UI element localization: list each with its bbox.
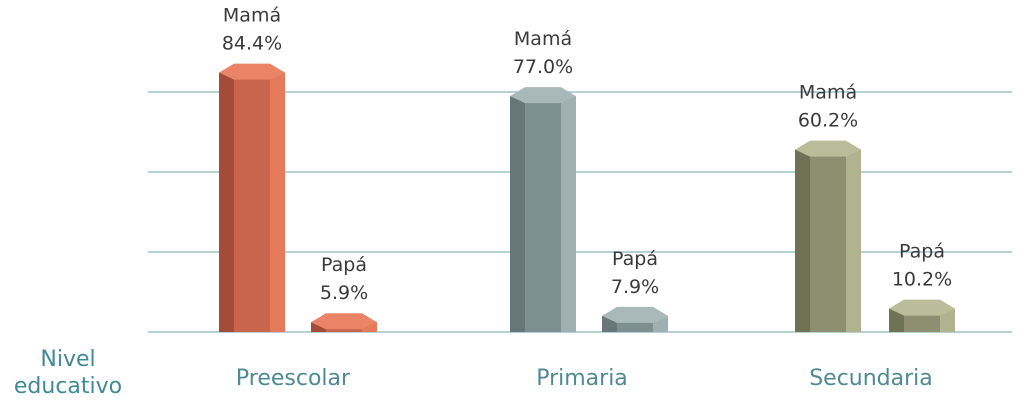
bar-value-label: 5.9% [320,282,368,304]
bar-left-face [219,72,234,332]
bar-secundaria-papa [889,299,955,332]
bar-right-face [561,96,576,332]
bar-preescolar-mama [219,63,285,332]
bar-series-label: Mamá [514,28,572,50]
bar-right-face [270,72,285,332]
bar-secundaria-mama [795,140,861,332]
bar-front-face [525,96,561,332]
bar-series-label: Papá [612,248,658,270]
bar-front-face [810,149,846,332]
bar-left-face [510,96,525,332]
bar-value-label: 10.2% [892,269,952,291]
bar-value-label: 77.0% [513,56,573,78]
bar-primaria-mama [510,87,576,332]
bar-labels-group: Mamá 84.4% Papá 5.9% Mamá 77.0% Papá 7.9% Mamá 60… [222,5,952,305]
bar-series-label: Mamá [799,82,857,104]
bar-left-face [795,149,810,332]
bar-top-cap [602,306,668,323]
bar-top-cap [510,87,576,104]
bar-preescolar-papa [311,313,377,332]
bar-series-label: Papá [321,254,367,276]
bar-series-label: Mamá [223,5,281,27]
bar-top-cap [889,299,955,316]
x-axis-title-line-2: educativo [14,374,122,399]
grid-lines [148,91,1012,333]
bar-value-label: 7.9% [611,276,659,298]
bar-series-label: Papá [899,241,945,263]
bar-top-cap [311,313,377,330]
category-label-secundaria: Secundaria [809,366,933,391]
bars-group [219,63,955,332]
bar-top-cap [795,140,861,157]
bar-primaria-papa [602,306,668,332]
category-label-primaria: Primaria [536,366,628,391]
bar-left-face [311,322,326,332]
bar-top-cap [219,63,285,80]
bar-front-face [234,72,270,332]
bar-value-label: 60.2% [798,110,858,132]
bar-right-face [940,308,955,332]
category-label-preescolar: Preescolar [236,366,351,391]
category-labels-group: Preescolar Primaria Secundaria [236,366,933,391]
bar-right-face [846,149,861,332]
bar-left-face [889,308,904,332]
bar-right-face [362,322,377,332]
x-axis-title-line-1: Nivel [40,347,95,372]
bar-value-label: 84.4% [222,33,282,55]
